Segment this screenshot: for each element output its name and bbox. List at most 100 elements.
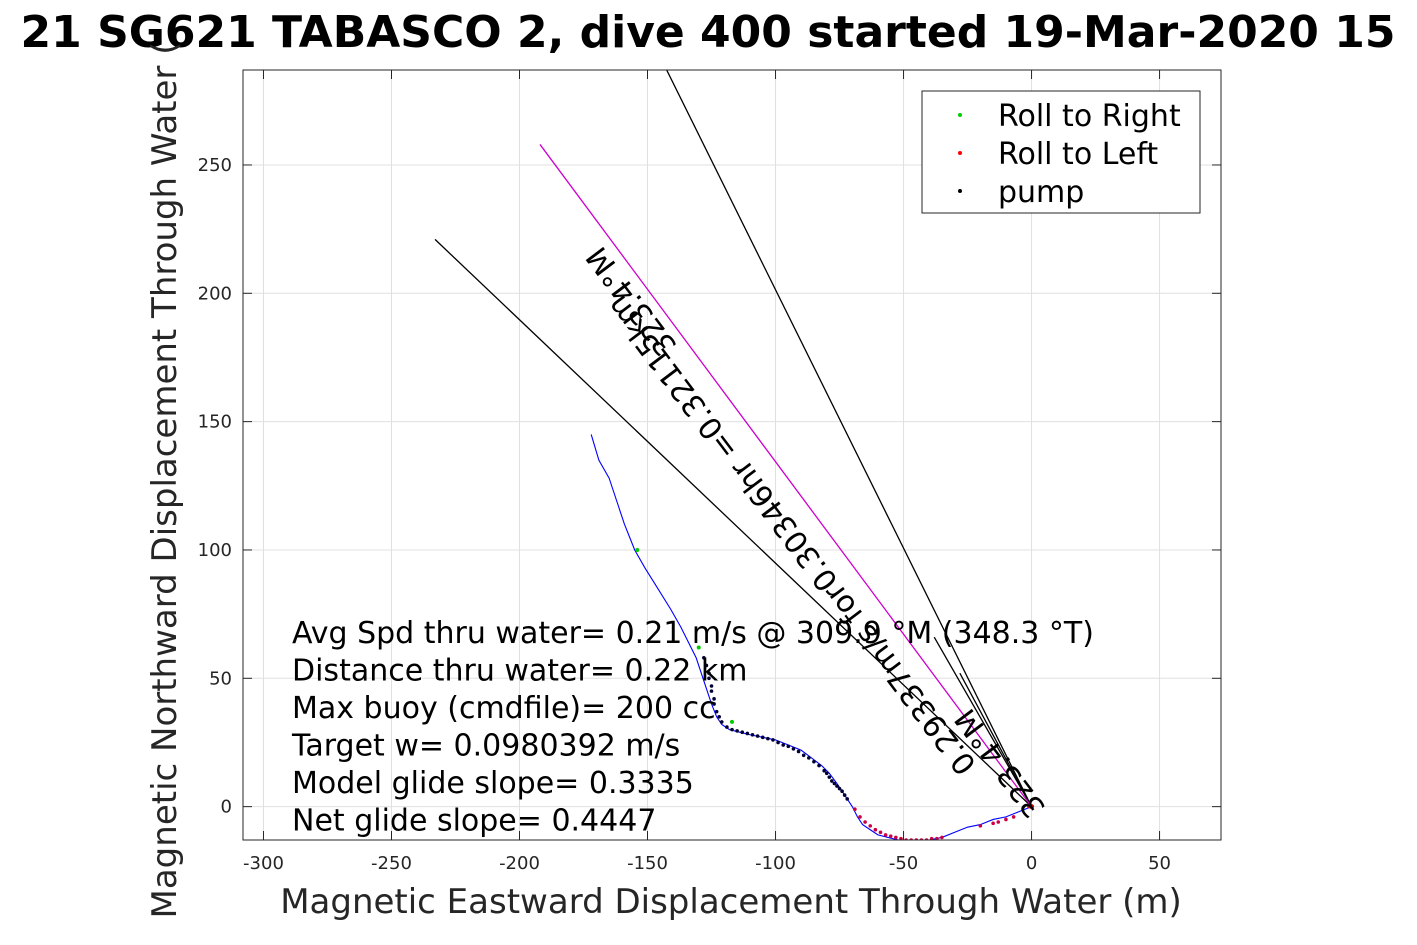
roll-left-point [1011,815,1016,819]
roll-left-point [863,820,867,824]
x-axis-ticks: -300 -250 -200 -150 -100 -50 0 50 [243,70,1171,874]
axes-box [242,69,1222,841]
y-tick-label: 50 [209,668,232,689]
annotation-line: Avg Spd thru water= 0.21 m/s @ 309.9 °M … [292,616,1094,651]
marker-points [635,547,1035,840]
x-tick-label: -50 [889,853,918,874]
y-axis-ticks: 0 50 100 150 200 250 [198,155,1221,818]
heading-line-mid2 [959,672,1033,807]
origin-point [1029,804,1035,810]
pump-point [781,743,786,747]
pump-point [707,671,711,675]
annotation-line: Max buoy (cmdfile)= 200 cc [292,691,716,726]
pump-point [832,781,837,786]
y-tick-label: 150 [198,412,232,433]
roll-right-point [696,645,701,650]
roll-left-point [935,836,939,840]
pump-point [786,744,791,749]
roll-left-point [940,835,944,840]
pump-point [702,655,706,660]
x-axis-label: Magnetic Eastward Displacement Through W… [280,882,1182,922]
legend-box [921,90,1201,214]
roll-left-point [1004,817,1008,822]
pump-point [745,731,750,736]
pump-point [760,735,765,740]
pump-point [807,756,811,760]
pump-point [801,753,806,758]
legend-entry: pump [998,175,1084,210]
x-tick-label: -250 [371,853,412,874]
roll-left-point [878,830,883,835]
pump-point [740,730,745,734]
annotation-line: Model glide slope= 0.3335 [292,766,694,801]
pump-point [766,736,770,741]
annotation-line: Net glide slope= 0.4447 [292,804,656,839]
pump-point [755,734,760,738]
legend-marker [958,151,962,155]
roll-right-point [635,547,640,552]
heading-lines [434,70,1033,808]
roll-left-point [894,835,898,840]
roll-left-point [899,836,903,840]
track-series [590,434,1032,840]
pump-point [712,702,716,706]
pump-point [719,720,724,724]
x-tick-label: -150 [627,853,668,874]
average-track-line [539,144,1033,808]
roll-left-point [868,824,873,828]
pump-point [845,797,850,801]
legend-entry: Roll to Left [998,137,1158,172]
roll-right-point [730,719,734,724]
roll-left-point [996,820,1001,824]
legend-entry: Roll to Right [998,99,1181,134]
pump-point [817,763,821,768]
pump-point [730,727,734,732]
pump-point [771,738,775,742]
legend-marker [958,189,962,193]
roll-left-point [858,815,862,819]
heading-line-lower [434,238,1032,808]
pump-point [704,663,709,668]
pump-point [827,775,832,779]
pump-point [822,768,826,773]
pump-point [796,749,801,754]
roll-left-point [873,827,878,832]
pump-point [714,709,719,714]
annotation-line: Target w= 0.0980392 m/s [291,729,680,764]
roll-left-point [853,807,857,811]
pump-point [791,747,796,751]
y-tick-label: 100 [198,540,232,561]
pump-point [725,725,729,729]
pump-point [840,789,844,794]
x-tick-label: -200 [499,853,540,874]
pump-point [812,759,816,764]
y-tick-label: 250 [198,155,232,176]
pump-point [837,786,842,791]
track-line [590,434,1032,840]
roll-left-point [888,834,893,838]
pump-point [835,784,839,788]
annotations: Avg Spd thru water= 0.21 m/s @ 309.9 °M … [291,616,1094,839]
y-tick-label: 0 [221,797,232,818]
roll-left-point [883,833,888,837]
heading-line-mid [933,636,1033,807]
x-tick-label: -300 [243,853,284,874]
pump-point [709,684,714,688]
heading-line-upper [665,70,1033,807]
x-tick-label: 0 [1026,853,1037,874]
pump-point [750,732,755,737]
annotation-line: Distance thru water= 0.22 km [292,654,747,689]
pump-point [712,697,716,701]
chart-title: 21 SG621 TABASCO 2, dive 400 started 19-… [21,7,1396,58]
x-tick-label: -100 [755,853,796,874]
y-tick-label: 200 [198,283,232,304]
y-axis-label: Magnetic Northward Displacement Through … [145,42,185,919]
pump-point [842,793,847,797]
pump-point [830,779,834,783]
pump-point [707,676,711,681]
roll-left-point [929,836,934,840]
roll-left-point [978,824,983,828]
pump-point [776,740,780,745]
